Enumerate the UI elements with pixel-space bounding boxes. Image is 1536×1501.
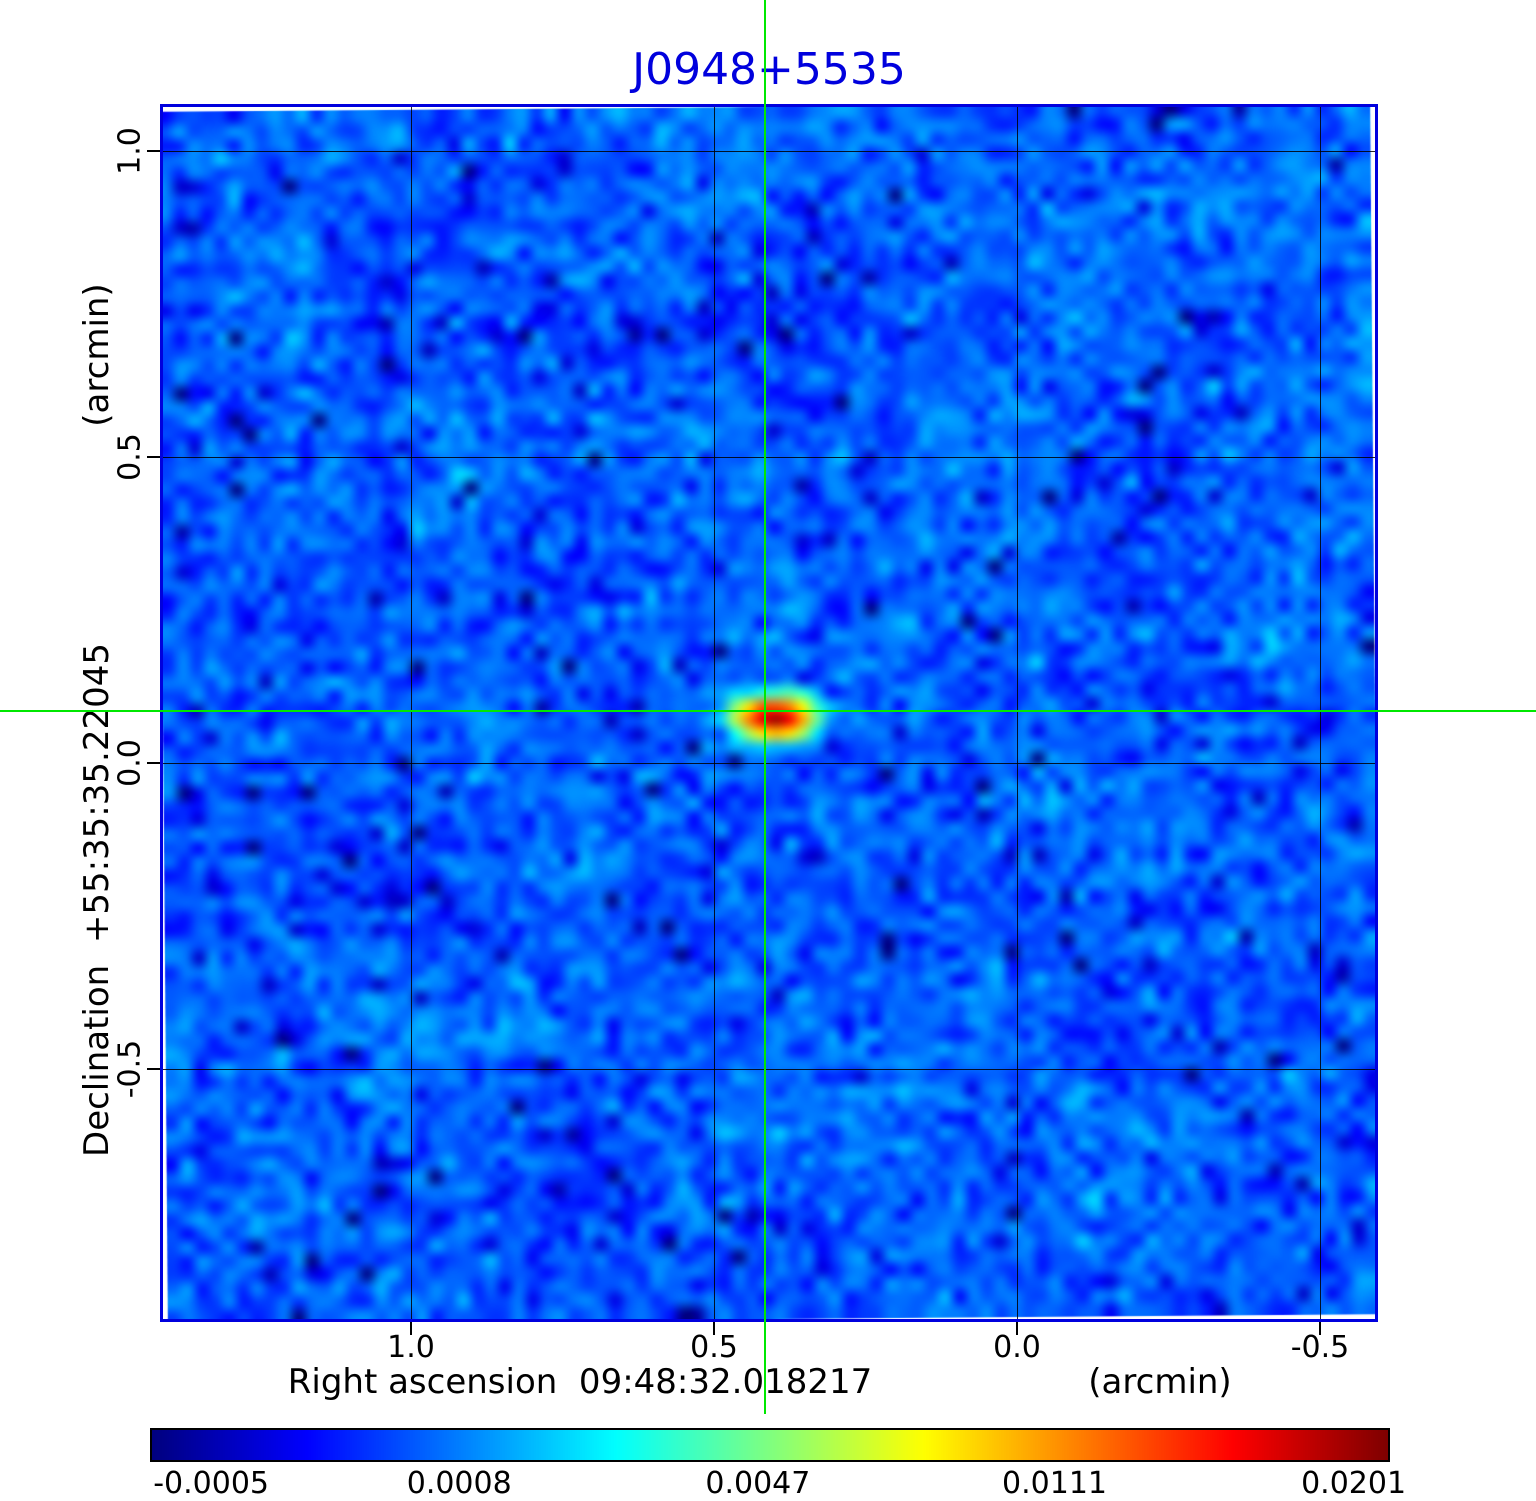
x-axis-unit-label: (arcmin) <box>1088 1362 1232 1402</box>
grid-line-horizontal <box>163 1069 1375 1070</box>
grid-line-vertical <box>1017 107 1018 1319</box>
crosshair-horizontal-line <box>0 709 1536 712</box>
y-tick-label: 0.5 <box>112 433 148 481</box>
figure-title: J0948+5535 <box>632 44 906 95</box>
colorbar-tick-label: -0.0005 <box>153 1466 270 1501</box>
sky-image-canvas <box>163 107 1375 1319</box>
y-tick-mark <box>147 456 160 458</box>
grid-line-vertical <box>714 107 715 1319</box>
x-tick-label: -0.5 <box>1290 1330 1350 1365</box>
x-tick-mark <box>713 1322 715 1335</box>
y-axis-unit-label: (arcmin) <box>77 283 117 427</box>
y-tick-mark <box>147 762 160 764</box>
x-axis-label: Right ascension 09:48:32.018217 <box>287 1362 873 1402</box>
x-tick-mark <box>1319 1322 1321 1335</box>
colorbar-gradient-canvas <box>152 1430 1388 1460</box>
y-axis-label: Declination +55:35:35.22045 <box>77 643 117 1157</box>
grid-line-horizontal <box>163 763 1375 764</box>
colorbar-tick-label: 0.0201 <box>1301 1466 1407 1501</box>
x-tick-mark <box>1016 1322 1018 1335</box>
grid-line-horizontal <box>163 457 1375 458</box>
colorbar <box>150 1428 1390 1462</box>
x-tick-label: 0.5 <box>690 1330 738 1365</box>
x-tick-label: 0.0 <box>993 1330 1041 1365</box>
grid-line-horizontal <box>163 151 1375 152</box>
y-tick-mark <box>147 150 160 152</box>
grid-line-vertical <box>1320 107 1321 1319</box>
crosshair-vertical-line <box>764 0 766 1414</box>
colorbar-tick-label: 0.0008 <box>406 1466 512 1501</box>
x-tick-label: 1.0 <box>387 1330 435 1365</box>
x-tick-mark <box>410 1322 412 1335</box>
y-tick-label: 1.0 <box>112 127 148 175</box>
y-tick-label: 0.0 <box>112 739 148 787</box>
y-tick-mark <box>147 1068 160 1070</box>
plot-area <box>160 104 1378 1322</box>
colorbar-tick-label: 0.0111 <box>1002 1466 1108 1501</box>
grid-line-vertical <box>411 107 412 1319</box>
y-tick-label: -0.5 <box>112 1039 148 1099</box>
colorbar-tick-label: 0.0047 <box>705 1466 811 1501</box>
